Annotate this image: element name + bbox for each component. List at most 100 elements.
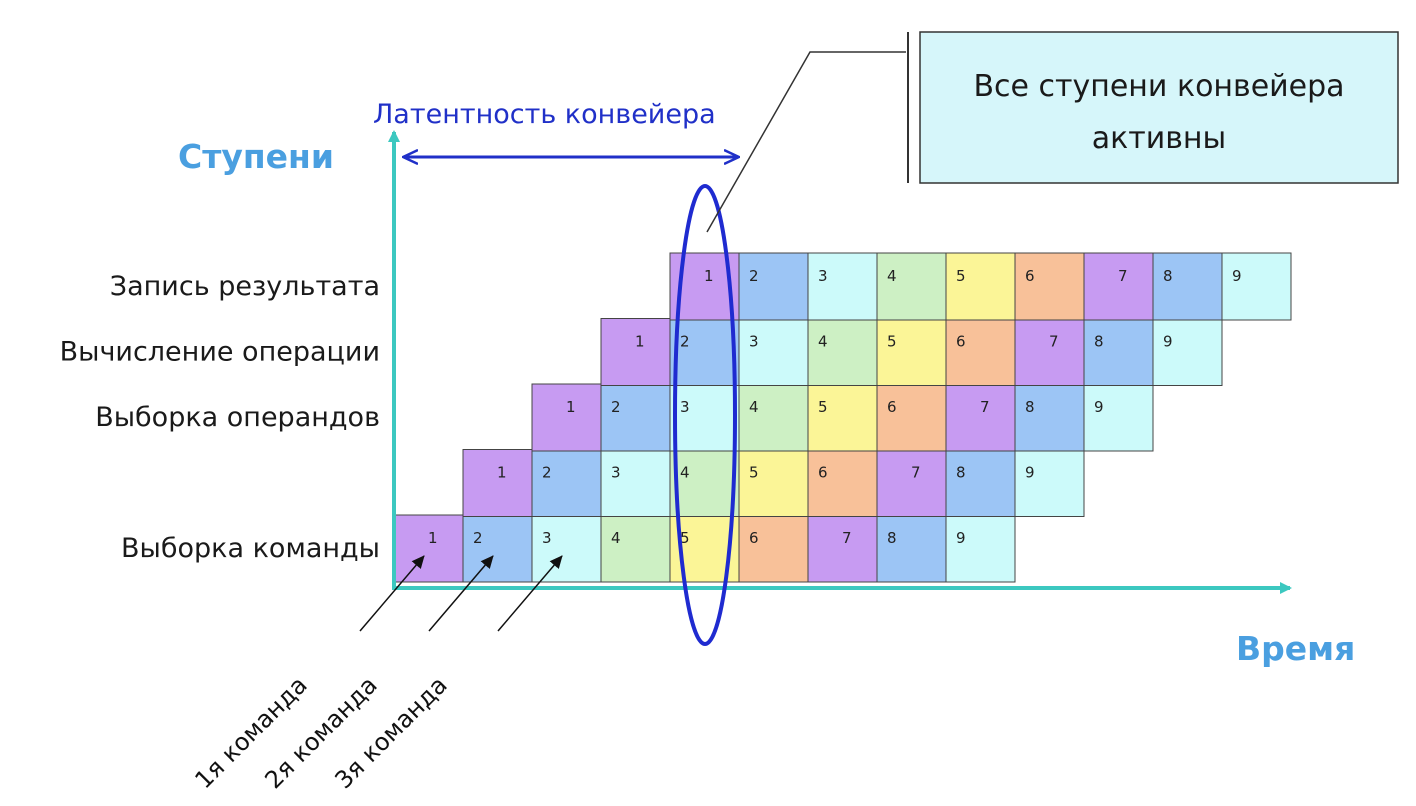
pipeline-cell-number: 2 (473, 529, 483, 547)
command-arrow (428, 555, 494, 632)
callout-text-line1: Все ступени конвейера (973, 69, 1344, 104)
pipeline-cell-number: 4 (749, 398, 759, 416)
pipeline-cell (600, 449, 671, 517)
pipeline-cell (1221, 252, 1292, 321)
pipeline-cell-number: 2 (680, 333, 690, 351)
stage-labels: Выборка команды Выборка операндов Вычислен… (60, 271, 380, 564)
pipeline-cell-number: 9 (1232, 267, 1242, 285)
pipeline-cell-number: 6 (956, 333, 966, 351)
pipeline-cell-number: 2 (749, 267, 759, 285)
pipeline-cell (738, 318, 809, 386)
stage-label: Запись результата (110, 271, 380, 302)
pipeline-cell (807, 383, 878, 452)
pipeline-cell (1152, 252, 1223, 321)
all-stages-active-ellipse (673, 184, 737, 646)
y-axis-title: Ступени (178, 137, 334, 176)
pipeline-cell-number: 6 (749, 529, 759, 547)
pipeline-cell-number: 8 (956, 464, 966, 482)
pipeline-cell-number: 4 (680, 464, 690, 482)
pipeline-cell-number: 8 (1094, 333, 1104, 351)
pipeline-cell (945, 449, 1016, 517)
pipeline-cell-number: 3 (818, 267, 828, 285)
pipeline-cell (531, 514, 602, 583)
pipeline-cell-number: 4 (611, 529, 621, 547)
pipeline-cell (600, 383, 671, 452)
pipeline-cell-number: 5 (956, 267, 966, 285)
pipeline-cell-number: 1 (566, 398, 576, 416)
pipeline-cell (738, 383, 809, 452)
pipeline-cell-number: 7 (842, 529, 852, 547)
pipeline-cell (876, 449, 947, 517)
pipeline-cell (738, 514, 809, 583)
pipeline-cell-number: 5 (749, 464, 759, 482)
pipeline-cell (1014, 252, 1085, 321)
pipeline-cell-number: 9 (1163, 333, 1173, 351)
pipeline-cell (669, 383, 740, 452)
pipeline-cell (945, 252, 1016, 321)
pipeline-cells: 1 2 3 4 5 6 7 8 9 1 2 3 4 5 6 7 8 9 1 2 3 4 5 6 7 8 9 1 2 3 4 5 6 7 8 9 1 2 3 4… (393, 252, 1292, 583)
pipeline-cell (945, 318, 1016, 386)
pipeline-cell (531, 383, 602, 452)
pipeline-cell (1014, 383, 1085, 452)
pipeline-cell (1083, 252, 1154, 321)
pipeline-cell (462, 514, 533, 583)
pipeline-cell-number: 1 (428, 529, 438, 547)
pipeline-cell (1152, 318, 1223, 386)
pipeline-cell-number: 4 (818, 333, 828, 351)
pipeline-cell-number: 7 (980, 398, 990, 416)
callout-leader-line (706, 51, 906, 233)
pipeline-cell-number: 6 (818, 464, 828, 482)
pipeline-cell-number: 7 (911, 464, 921, 482)
pipeline-cell-number: 8 (1025, 398, 1035, 416)
pipeline-cell (669, 318, 740, 386)
latency-label: Латентность конвейера (373, 99, 716, 130)
callout-box (919, 31, 1399, 184)
pipeline-cell-number: 5 (680, 529, 690, 547)
pipeline-cell (393, 514, 464, 583)
pipeline-cell (1014, 449, 1085, 517)
pipeline-cell (876, 318, 947, 386)
pipeline-cell (876, 252, 947, 321)
pipeline-cell-number: 2 (611, 398, 621, 416)
pipeline-cell-number: 1 (704, 267, 714, 285)
pipeline-cell-number: 2 (542, 464, 552, 482)
pipeline-cell-number: 7 (1118, 267, 1128, 285)
pipeline-cell-number: 8 (1163, 267, 1173, 285)
pipeline-cell-number: 3 (542, 529, 552, 547)
pipeline-cell (876, 514, 947, 583)
pipeline-cell (945, 514, 1016, 583)
pipeline-cell-number: 3 (680, 398, 690, 416)
command-arrow (359, 555, 425, 632)
callout-text-line2: активны (1092, 121, 1226, 156)
pipeline-cell-number: 5 (818, 398, 828, 416)
pipeline-cell (807, 252, 878, 321)
pipeline-cell (1014, 318, 1085, 386)
pipeline-cell (531, 449, 602, 517)
stage-label: Выборка команды (121, 533, 380, 564)
pipeline-cell (945, 383, 1016, 452)
pipeline-cell-number: 9 (1025, 464, 1035, 482)
pipeline-cell (600, 514, 671, 583)
pipeline-cell-number: 5 (887, 333, 897, 351)
pipeline-cell-number: 4 (887, 267, 897, 285)
pipeline-cell (738, 449, 809, 517)
pipeline-cell (807, 449, 878, 517)
command-arrow (497, 555, 563, 632)
pipeline-cell (876, 383, 947, 452)
pipeline-cell-number: 6 (887, 398, 897, 416)
pipeline-cell-number: 9 (1094, 398, 1104, 416)
pipeline-cell (1083, 318, 1154, 386)
pipeline-cell (738, 252, 809, 321)
pipeline-cell (807, 318, 878, 386)
pipeline-cell (669, 449, 740, 517)
stage-label: Вычисление операции (60, 337, 380, 368)
pipeline-cell (807, 514, 878, 583)
pipeline-cell-number: 7 (1049, 333, 1059, 351)
pipeline-cell-number: 9 (956, 529, 966, 547)
x-axis-title: Время (1236, 629, 1355, 668)
pipeline-cell-number: 3 (611, 464, 621, 482)
pipeline-cell (600, 318, 671, 386)
pipeline-cell (1083, 383, 1154, 452)
